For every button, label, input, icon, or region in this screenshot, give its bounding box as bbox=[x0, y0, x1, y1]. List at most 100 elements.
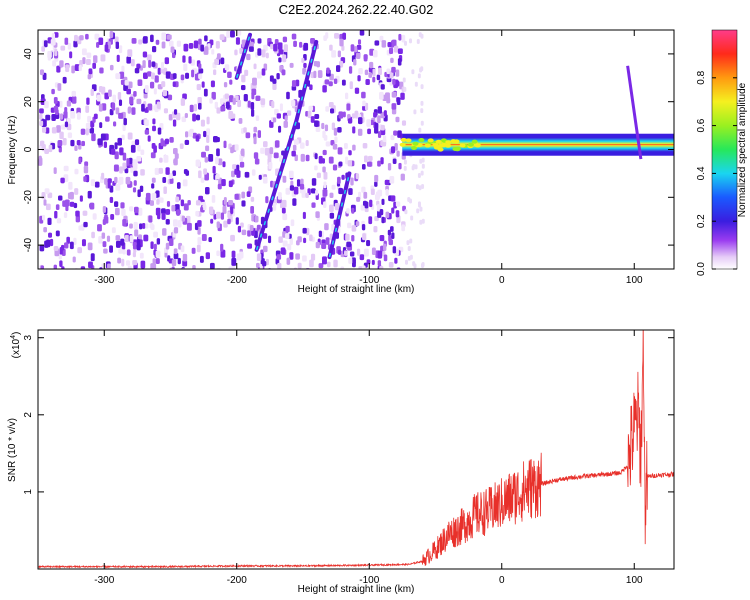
heatmap-noise-cell bbox=[46, 239, 51, 248]
heatmap-noise-cell bbox=[118, 112, 124, 119]
heatmap-noise-cell bbox=[133, 170, 138, 177]
heatmap-noise-cell bbox=[153, 231, 158, 238]
heatmap-noise-cell bbox=[273, 43, 278, 52]
heatmap-noise-cell bbox=[283, 44, 288, 53]
heatmap-noise-cell bbox=[139, 223, 143, 230]
heatmap-noise-cell bbox=[315, 189, 319, 196]
heatmap-noise-cell bbox=[101, 103, 107, 111]
heatmap-noise-cell bbox=[293, 40, 297, 48]
heatmap-noise-cell bbox=[262, 260, 267, 267]
heatmap-noise-cell bbox=[171, 205, 176, 212]
heatmap-noise-cell bbox=[380, 157, 384, 165]
heatmap-noise-cell bbox=[247, 230, 251, 237]
heatmap-noise-cell bbox=[248, 46, 254, 52]
heatmap-noise-cell bbox=[211, 91, 216, 100]
heatmap-noise-cell bbox=[388, 47, 394, 55]
heatmap-noise-cell bbox=[404, 40, 408, 46]
heatmap-noise-cell bbox=[272, 202, 277, 211]
heatmap-noise-cell bbox=[60, 124, 66, 130]
heatmap-noise-cell bbox=[129, 96, 134, 105]
heatmap-noise-cell bbox=[73, 202, 78, 209]
heatmap-noise-cell bbox=[339, 38, 344, 47]
heatmap-noise-cell bbox=[190, 59, 196, 66]
heatmap-band-blob bbox=[440, 138, 447, 143]
heatmap-noise-cell bbox=[318, 230, 322, 238]
heatmap-noise-cell bbox=[223, 220, 228, 228]
heatmap-noise-cell bbox=[160, 138, 164, 146]
heatmap-noise-cell bbox=[332, 164, 338, 171]
heatmap-noise-cell bbox=[147, 103, 153, 111]
heatmap-noise-cell bbox=[262, 176, 268, 184]
heatmap-noise-cell bbox=[227, 218, 231, 225]
heatmap-noise-cell bbox=[58, 253, 62, 260]
heatmap-noise-cell bbox=[387, 163, 392, 171]
heatmap-noise-cell bbox=[220, 212, 225, 220]
heatmap-noise-cell bbox=[369, 61, 374, 69]
heatmap-noise-cell bbox=[232, 97, 236, 105]
heatmap-noise-cell bbox=[56, 125, 61, 133]
heatmap-noise-cell bbox=[96, 42, 100, 48]
x-tick-label: 100 bbox=[626, 575, 643, 586]
heatmap-noise-cell bbox=[349, 251, 355, 257]
heatmap-noise-cell bbox=[87, 115, 92, 123]
heatmap-noise-cell bbox=[339, 188, 344, 195]
heatmap-noise-cell bbox=[84, 161, 89, 167]
heatmap-noise-cell bbox=[98, 37, 104, 46]
heatmap-noise-cell bbox=[282, 54, 287, 63]
heatmap-noise-cell bbox=[342, 32, 347, 40]
heatmap-noise-cell bbox=[89, 202, 95, 210]
heatmap-noise-cell bbox=[49, 238, 54, 247]
heatmap-noise-cell bbox=[364, 102, 369, 111]
heatmap-noise-cell bbox=[263, 245, 268, 253]
heatmap-noise-cell bbox=[117, 257, 122, 264]
heatmap-noise-cell bbox=[171, 259, 177, 267]
heatmap-noise-cell bbox=[268, 235, 272, 244]
heatmap-noise-cell bbox=[76, 112, 81, 120]
heatmap-noise-cell bbox=[240, 85, 246, 91]
colorbar-tick-label: 0.0 bbox=[696, 262, 707, 276]
heatmap-noise-cell bbox=[203, 168, 207, 175]
heatmap-noise-cell bbox=[354, 110, 359, 118]
heatmap-noise-cell bbox=[117, 137, 122, 146]
heatmap-noise-cell bbox=[56, 65, 61, 73]
heatmap-noise-cell bbox=[180, 245, 185, 253]
heatmap-noise-cell bbox=[107, 180, 111, 189]
heatmap-noise-cell bbox=[100, 133, 106, 141]
heatmap-noise-cell bbox=[59, 260, 63, 267]
heatmap-noise-cell bbox=[322, 166, 326, 173]
heatmap-noise-cell bbox=[329, 212, 335, 219]
heatmap-cells bbox=[38, 30, 674, 269]
heatmap-noise-cell bbox=[115, 207, 120, 216]
heatmap-noise-cell bbox=[385, 92, 390, 100]
heatmap-noise-cell bbox=[198, 38, 202, 45]
heatmap-noise-cell bbox=[352, 258, 356, 265]
heatmap-band-blob bbox=[418, 137, 425, 142]
heatmap-noise-cell bbox=[352, 144, 356, 151]
heatmap-noise-cell bbox=[69, 51, 73, 59]
heatmap-noise-cell bbox=[210, 80, 215, 88]
heatmap-noise-cell bbox=[111, 102, 116, 111]
heatmap-noise-cell bbox=[368, 216, 373, 225]
heatmap-noise-cell bbox=[133, 180, 137, 186]
heatmap-noise-cell bbox=[350, 44, 355, 52]
heatmap-noise-cell bbox=[358, 68, 363, 75]
heatmap-noise-cell bbox=[257, 48, 262, 56]
heatmap-noise-cell bbox=[102, 241, 107, 248]
heatmap-noise-cell bbox=[401, 34, 406, 43]
heatmap-noise-cell bbox=[139, 65, 143, 71]
heatmap-noise-cell bbox=[231, 113, 236, 119]
heatmap-noise-cell bbox=[421, 157, 425, 163]
heatmap-noise-cell bbox=[203, 88, 208, 97]
heatmap-noise-cell bbox=[299, 142, 305, 149]
heatmap-noise-cell bbox=[44, 188, 50, 194]
heatmap-noise-cell bbox=[215, 173, 220, 180]
heatmap-noise-cell bbox=[363, 248, 369, 257]
heatmap-noise-cell bbox=[406, 240, 410, 246]
heatmap-noise-cell bbox=[191, 247, 196, 254]
heatmap-noise-cell bbox=[325, 106, 330, 112]
heatmap-noise-cell bbox=[176, 40, 181, 47]
heatmap-noise-cell bbox=[138, 234, 143, 240]
heatmap-noise-cell bbox=[206, 135, 210, 144]
heatmap-noise-cell bbox=[404, 259, 408, 265]
heatmap-noise-cell bbox=[330, 108, 335, 114]
